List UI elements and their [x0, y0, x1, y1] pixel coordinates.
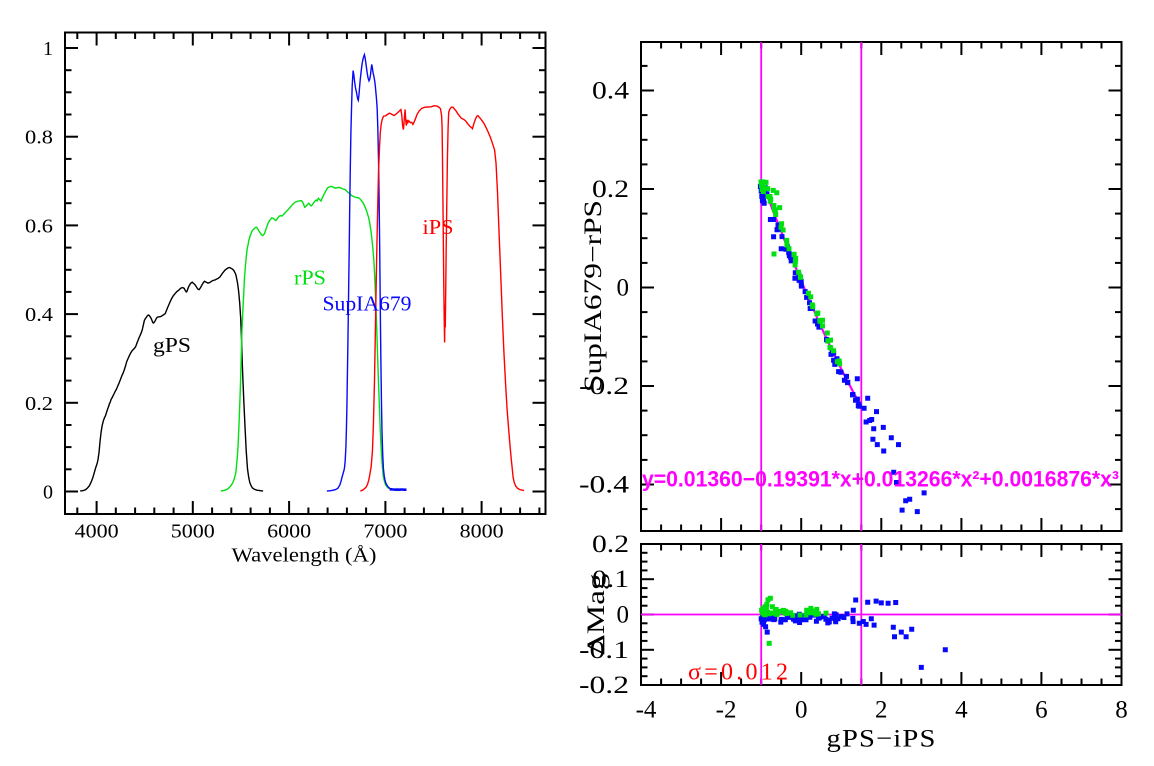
svg-text:0.8: 0.8: [25, 127, 53, 149]
svg-text:0: 0: [795, 697, 808, 724]
svg-text:-0.2: -0.2: [579, 672, 629, 699]
svg-text:-0.4: -0.4: [579, 472, 630, 499]
svg-text:SupIA679: SupIA679: [323, 292, 412, 316]
svg-text:0.2: 0.2: [592, 176, 629, 203]
svg-text:-0.1: -0.1: [579, 637, 629, 664]
svg-text:0.4: 0.4: [25, 304, 53, 326]
svg-text:0: 0: [617, 275, 630, 302]
svg-text:4: 4: [955, 697, 968, 724]
svg-text:6000: 6000: [267, 521, 311, 543]
svg-text:SupIA679−rPS: SupIA679−rPS: [580, 200, 607, 392]
svg-text:Wavelength (Å): Wavelength (Å): [232, 545, 377, 567]
svg-text:5000: 5000: [171, 521, 215, 543]
svg-text:2: 2: [875, 697, 888, 724]
svg-text:8: 8: [1115, 697, 1128, 724]
svg-text:y=0.01360−0.19391*x+0.013266*x: y=0.01360−0.19391*x+0.013266*x²+0.001687…: [642, 467, 1119, 492]
svg-text:iPS: iPS: [423, 215, 454, 239]
svg-text:0: 0: [43, 482, 53, 504]
svg-text:1: 1: [43, 38, 53, 60]
svg-text:0.2: 0.2: [25, 393, 53, 415]
svg-text:-4: -4: [636, 697, 657, 724]
svg-text:4000: 4000: [75, 521, 119, 543]
svg-text:rPS: rPS: [294, 266, 326, 290]
svg-text:0.6: 0.6: [25, 215, 53, 237]
svg-text:7000: 7000: [363, 521, 407, 543]
svg-text:0.4: 0.4: [592, 78, 630, 105]
svg-text:8000: 8000: [460, 521, 504, 543]
svg-text:gPS: gPS: [153, 333, 191, 357]
svg-text:-2: -2: [716, 697, 737, 724]
svg-text:σ=0.012: σ=0.012: [688, 660, 788, 686]
svg-text:6: 6: [1035, 697, 1048, 724]
svg-text:-0.2: -0.2: [579, 373, 629, 400]
svg-text:0.2: 0.2: [592, 531, 629, 558]
svg-text:ΔMag: ΔMag: [583, 573, 610, 656]
svg-text:0.1: 0.1: [592, 566, 629, 593]
svg-text:0: 0: [617, 602, 630, 629]
svg-text:gPS−iPS: gPS−iPS: [827, 726, 937, 753]
